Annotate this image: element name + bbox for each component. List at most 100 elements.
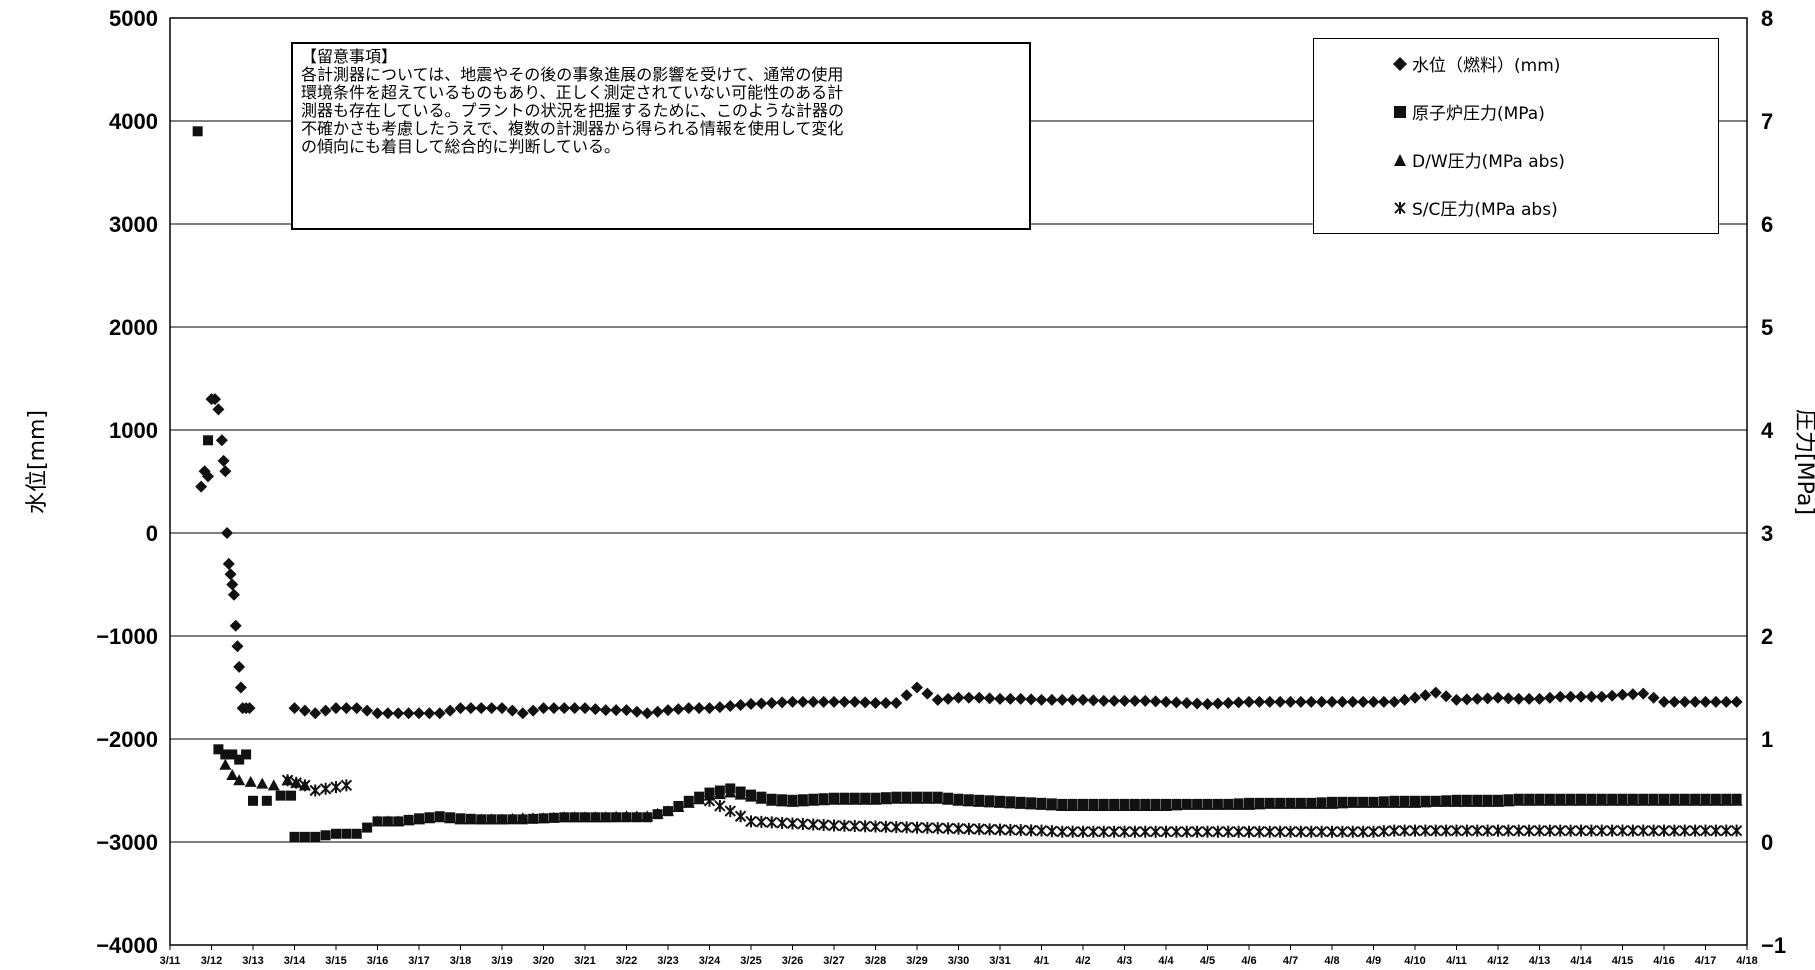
data-point-diamond — [506, 705, 518, 717]
data-point-asterisk — [767, 816, 777, 828]
data-point-diamond — [932, 694, 944, 706]
data-point-diamond — [776, 696, 788, 708]
data-point-diamond — [1513, 693, 1525, 705]
legend-label: 水位（燃料）(mm) — [1412, 51, 1560, 76]
y-tick-label: −3000 — [96, 830, 158, 855]
data-point-asterisk — [964, 823, 974, 835]
data-point-diamond — [745, 698, 757, 710]
data-point-asterisk — [1628, 825, 1638, 837]
x-tick-label: 4/10 — [1404, 955, 1425, 967]
data-point-diamond — [548, 702, 560, 714]
data-point-asterisk — [1431, 825, 1441, 837]
data-point-diamond — [963, 692, 975, 704]
data-point-asterisk — [1690, 825, 1700, 837]
data-point-square — [352, 829, 362, 839]
x-tick-label: 3/16 — [367, 955, 388, 967]
data-point-asterisk — [1358, 826, 1368, 838]
y2-tick-label: −1 — [1761, 933, 1786, 958]
y-tick-label: 4000 — [109, 109, 158, 134]
data-point-diamond — [223, 558, 235, 570]
square-icon — [1392, 104, 1408, 120]
data-point-diamond — [1648, 692, 1660, 704]
y2-tick-label: 4 — [1761, 418, 1774, 443]
data-point-diamond — [1191, 697, 1203, 709]
x-tick-label: 4/17 — [1695, 955, 1716, 967]
data-point-asterisk — [1721, 825, 1731, 837]
data-point-diamond — [1378, 696, 1390, 708]
y2-tick-label: 8 — [1761, 6, 1773, 31]
data-point-diamond — [704, 702, 716, 714]
legend-label: D/W圧力(MPa abs) — [1412, 147, 1565, 172]
data-point-diamond — [1700, 696, 1712, 708]
data-point-asterisk — [1659, 825, 1669, 837]
legend-item: D/W圧力(MPa abs) — [1392, 147, 1565, 172]
data-point-diamond — [1492, 692, 1504, 704]
data-point-diamond — [1357, 696, 1369, 708]
data-point-diamond — [1368, 696, 1380, 708]
data-point-square — [310, 832, 320, 842]
data-point-asterisk — [1306, 826, 1316, 838]
data-point-asterisk — [746, 815, 756, 827]
legend-item: S/C圧力(MPa abs) — [1392, 195, 1558, 220]
data-point-diamond — [1399, 694, 1411, 706]
x-tick-label: 4/18 — [1736, 955, 1757, 967]
data-point-diamond — [403, 707, 415, 719]
data-point-diamond — [1077, 694, 1089, 706]
x-tick-label: 4/1 — [1034, 955, 1049, 967]
data-point-square — [248, 796, 258, 806]
data-point-diamond — [1119, 695, 1131, 707]
data-point-diamond — [1565, 691, 1577, 703]
data-point-triangle — [219, 759, 231, 770]
data-point-diamond — [1596, 691, 1608, 703]
data-point-diamond — [538, 702, 550, 714]
data-point-diamond — [1720, 696, 1732, 708]
data-point-diamond — [1036, 694, 1048, 706]
data-point-diamond — [1305, 696, 1317, 708]
data-point-asterisk — [321, 783, 331, 795]
data-point-asterisk — [1296, 826, 1306, 838]
data-point-asterisk — [1130, 826, 1140, 838]
data-point-triangle — [256, 778, 268, 789]
data-point-asterisk — [331, 781, 341, 793]
data-point-asterisk — [1068, 826, 1078, 838]
data-point-asterisk — [310, 785, 320, 797]
data-point-asterisk — [705, 795, 715, 807]
data-point-diamond — [1409, 692, 1421, 704]
data-point-asterisk — [798, 818, 808, 830]
data-point-asterisk — [1389, 825, 1399, 837]
data-point-diamond — [600, 704, 612, 716]
data-point-square — [362, 823, 372, 833]
data-point-asterisk — [974, 823, 984, 835]
data-point-diamond — [589, 703, 601, 715]
data-point-diamond — [901, 689, 913, 701]
data-point-asterisk — [1171, 826, 1181, 838]
data-point-asterisk — [1348, 826, 1358, 838]
data-point-asterisk — [1234, 826, 1244, 838]
data-point-diamond — [1067, 694, 1079, 706]
data-point-asterisk — [1286, 826, 1296, 838]
data-point-asterisk — [922, 822, 932, 834]
data-point-asterisk — [736, 810, 746, 822]
data-point-diamond — [475, 702, 487, 714]
x-tick-label: 4/4 — [1158, 955, 1174, 967]
y-tick-label: 2000 — [109, 315, 158, 340]
data-point-square — [262, 796, 272, 806]
data-point-diamond — [340, 702, 352, 714]
data-point-diamond — [921, 688, 933, 700]
data-point-triangle — [226, 769, 238, 780]
y2-tick-label: 5 — [1761, 315, 1773, 340]
data-point-asterisk — [1524, 825, 1534, 837]
x-tick-label: 3/14 — [284, 955, 306, 967]
x-tick-label: 4/6 — [1241, 955, 1256, 967]
y-tick-label: 1000 — [109, 418, 158, 443]
data-point-diamond — [413, 707, 425, 719]
data-point-asterisk — [1597, 825, 1607, 837]
note-line: 各計測器については、地震やその後の事象進展の影響を受けて、通常の使用 — [301, 66, 1021, 84]
data-point-diamond — [1222, 697, 1234, 709]
data-point-diamond — [1710, 696, 1722, 708]
x-tick-label: 4/12 — [1487, 955, 1508, 967]
data-point-asterisk — [1026, 824, 1036, 836]
data-point-diamond — [828, 696, 840, 708]
x-tick-label: 3/19 — [491, 955, 512, 967]
data-point-asterisk — [1120, 826, 1130, 838]
